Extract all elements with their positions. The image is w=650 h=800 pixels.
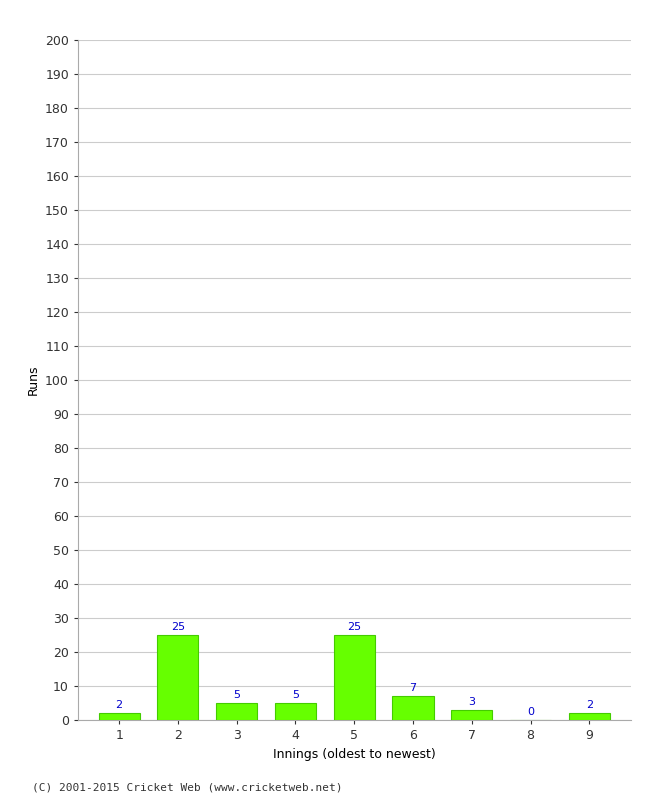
Text: 0: 0 (527, 707, 534, 718)
X-axis label: Innings (oldest to newest): Innings (oldest to newest) (273, 747, 436, 761)
Bar (216, 703, 257, 720)
Bar (99, 714, 140, 720)
Bar (393, 696, 434, 720)
Text: 25: 25 (171, 622, 185, 632)
Bar (157, 635, 198, 720)
Text: 2: 2 (586, 701, 593, 710)
Bar (569, 714, 610, 720)
Text: 25: 25 (347, 622, 361, 632)
Text: 7: 7 (410, 683, 417, 694)
Bar (275, 703, 316, 720)
Bar (451, 710, 493, 720)
Text: 5: 5 (233, 690, 240, 700)
Text: 3: 3 (468, 697, 475, 707)
Text: 5: 5 (292, 690, 299, 700)
Text: (C) 2001-2015 Cricket Web (www.cricketweb.net): (C) 2001-2015 Cricket Web (www.cricketwe… (32, 782, 343, 792)
Y-axis label: Runs: Runs (27, 365, 40, 395)
Bar (333, 635, 375, 720)
Text: 2: 2 (116, 701, 123, 710)
